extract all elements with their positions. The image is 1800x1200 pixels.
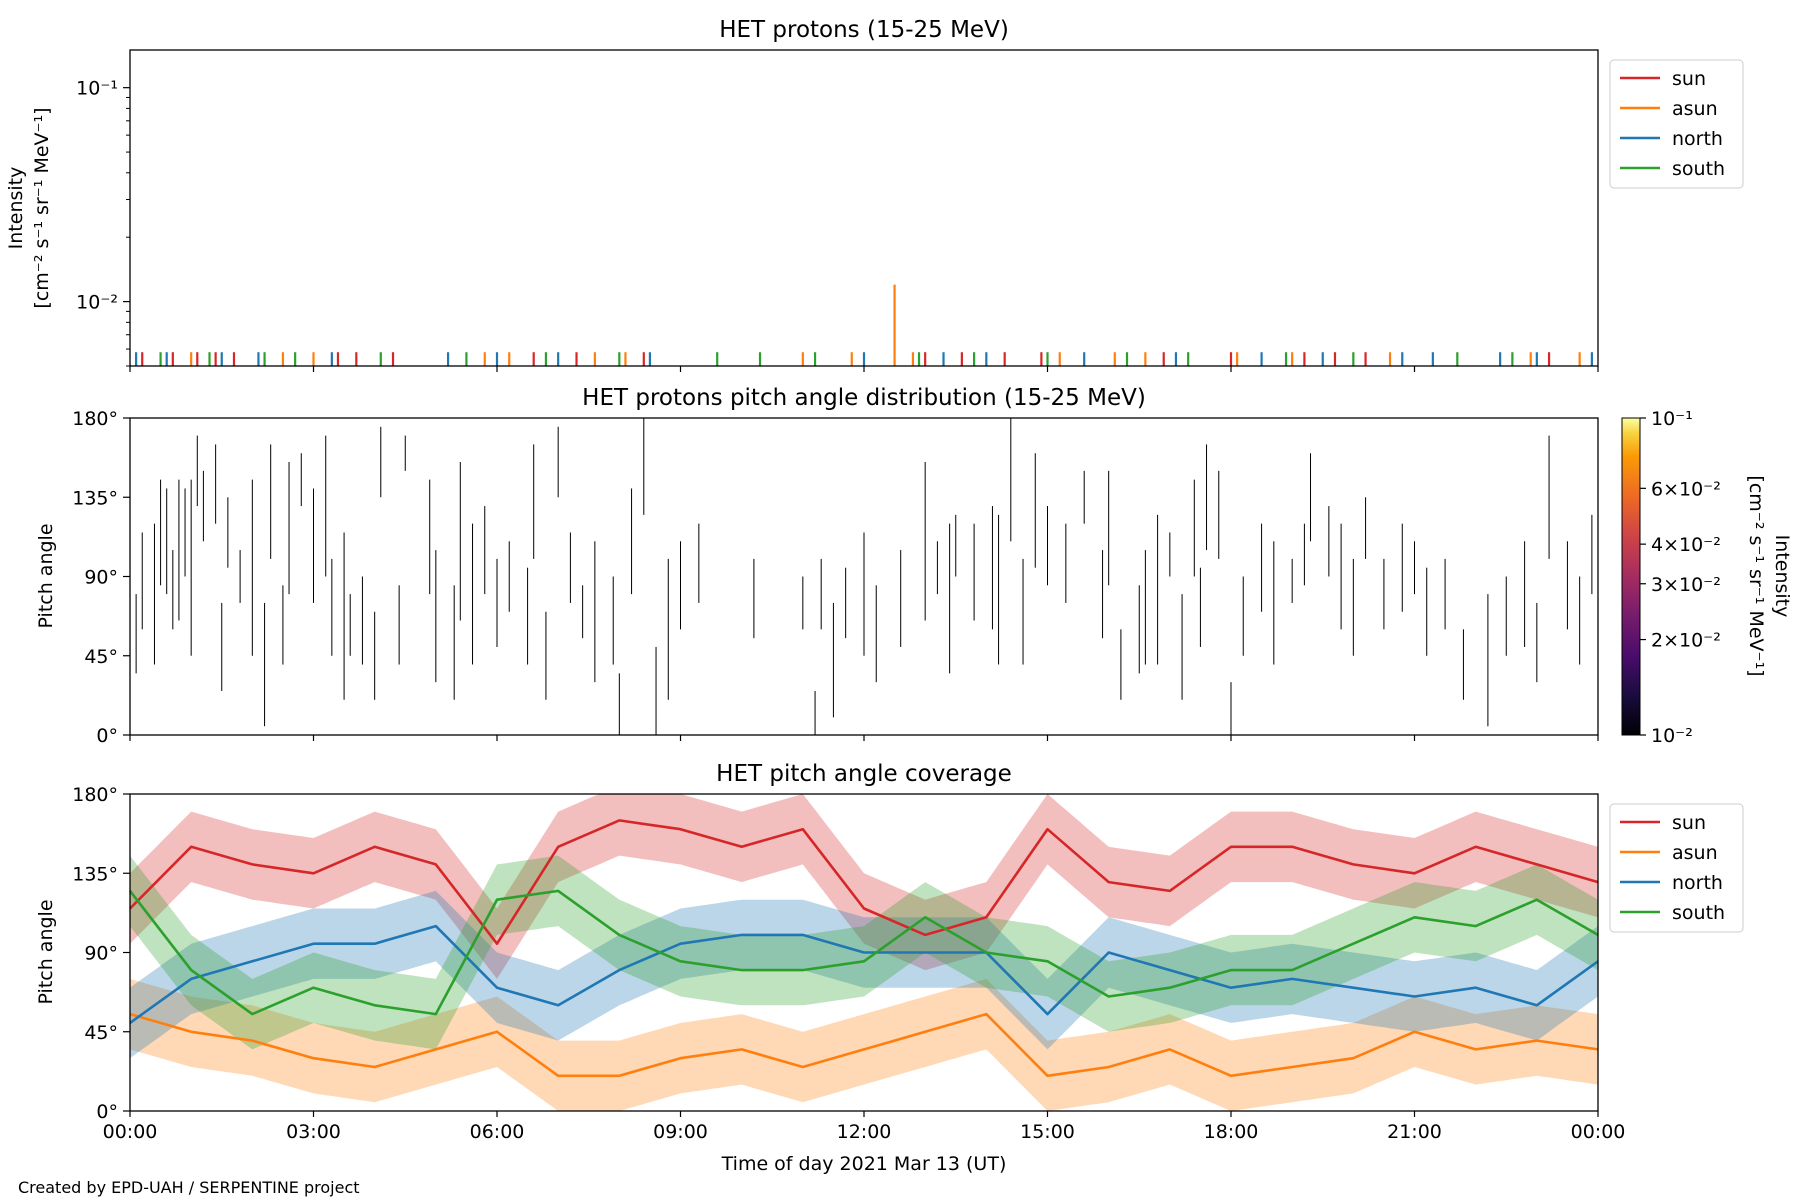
panel3-ytick-label-1: 45° (84, 1022, 118, 1044)
colorbar-tick-label-3: 3×10⁻² (1651, 574, 1721, 596)
colorbar-tick-label-4: 2×10⁻² (1651, 630, 1721, 652)
panel2-ytick-label-0: 0° (96, 725, 118, 747)
panel3-xlabel: Time of day 2021 Mar 13 (UT) (721, 1153, 1007, 1175)
colorbar-tick-label-0: 10⁻¹ (1651, 408, 1693, 430)
panel3-ytick-label-3: 135° (72, 863, 118, 885)
colorbar-tick-label-2: 4×10⁻² (1651, 534, 1721, 556)
panel1-ytick-label-1: 10⁻² (76, 292, 118, 314)
panel3-legend-label-sun: sun (1672, 812, 1706, 834)
credit-text: Created by EPD-UAH / SERPENTINE project (18, 1178, 360, 1197)
panel3-xtick-label-3: 09:00 (653, 1121, 708, 1143)
panel1-legend-label-sun: sun (1672, 68, 1706, 90)
panel3-legend-frame (1609, 803, 1744, 933)
panel3-legend-label-north: north (1672, 872, 1723, 894)
panel2-y-ticks: 0° 45° 90° 135° 180° (72, 408, 130, 747)
panel1-legend-frame (1609, 59, 1744, 189)
panel2-ytick-label-3: 135° (72, 487, 118, 509)
panel3-xtick-label-4: 12:00 (837, 1121, 892, 1143)
panel1-legend-label-asun: asun (1672, 98, 1718, 120)
panel3-y-ticks: 0° 45° 90° 135° 180° (72, 784, 130, 1123)
panel3-legend: sun asun north south (1609, 803, 1744, 933)
colorbar-tick-label-1: 6×10⁻² (1651, 478, 1721, 500)
panel1-ylabel-line1: Intensity (5, 167, 27, 250)
panel3-xtick-label-6: 18:00 (1204, 1121, 1259, 1143)
panel1-plot-area (135, 284, 1593, 366)
panel2-x-ticks (129, 735, 1599, 741)
panel3-ytick-label-0: 0° (96, 1101, 118, 1123)
panel1-y-ticks: 10⁻¹ 10⁻² (76, 78, 130, 367)
colorbar (1621, 417, 1641, 736)
panel3-legend-label-south: south (1672, 902, 1725, 924)
panel3-asun-line (129, 1012, 1599, 1078)
panel1-legend-label-south: south (1672, 158, 1725, 180)
panel1-x-ticks (129, 366, 1599, 372)
panel-pitch-angle-coverage: HET pitch angle coverage 0° 45° 90° 135° 180… (35, 761, 1744, 1175)
panel3-xtick-label-7: 21:00 (1387, 1121, 1442, 1143)
panel2-plot-area (135, 418, 1593, 735)
panel3-south-line (128, 889, 1599, 1016)
panel3-asun-band (130, 978, 1598, 1111)
panel2-ylabel: Pitch angle (35, 523, 57, 628)
panel2-title: HET protons pitch angle distribution (15… (582, 385, 1146, 411)
panel3-plot-area (128, 794, 1599, 1111)
panel-pitch-angle-distribution: HET protons pitch angle distribution (15… (35, 385, 1793, 747)
panel3-xtick-label-8: 00:00 (1571, 1121, 1626, 1143)
panel3-ytick-label-4: 180° (72, 784, 118, 806)
panel3-xtick-label-5: 15:00 (1020, 1121, 1075, 1143)
panel1-legend: sun asun north south (1609, 59, 1744, 189)
panel3-title: HET pitch angle coverage (716, 761, 1012, 787)
panel3-north-band (130, 890, 1598, 1059)
panel1-title: HET protons (15-25 MeV) (719, 17, 1009, 43)
panel2-ytick-label-1: 45° (84, 646, 118, 668)
colorbar-label-line2: [cm⁻² s⁻¹ sr⁻¹ MeV⁻¹] (1745, 475, 1767, 676)
panel3-legend-label-asun: asun (1672, 842, 1718, 864)
panel3-sun-line (129, 819, 1599, 945)
panel3-sun-band (130, 794, 1598, 979)
panel3-xtick-label-0: 00:00 (103, 1121, 158, 1143)
colorbar-tick-label-5: 10⁻² (1651, 725, 1693, 747)
panel2-ytick-label-4: 180° (72, 408, 118, 430)
panel3-xtick-label-2: 06:00 (470, 1121, 525, 1143)
panel3-ytick-label-2: 90° (84, 943, 118, 965)
panel3-x-ticks: 00:00 03:00 06:00 09:00 12:00 15:00 18:00 21:00… (103, 1111, 1626, 1143)
panel3-xtick-label-1: 03:00 (286, 1121, 341, 1143)
panel1-ylabel-line2: [cm⁻² s⁻¹ sr⁻¹ MeV⁻¹] (31, 107, 53, 308)
panel3-ylabel: Pitch angle (35, 899, 57, 1004)
colorbar-label-line1: Intensity (1771, 535, 1793, 618)
panel3-north-line (129, 924, 1599, 1024)
panel1-legend-label-north: north (1672, 128, 1723, 150)
panel1-ytick-label-0: 10⁻¹ (76, 78, 118, 100)
colorbar-ticks: 10⁻¹ 6×10⁻² 4×10⁻² 3×10⁻² 2×10⁻² 10⁻² (1640, 408, 1721, 747)
panel-intensity: HET protons (15-25 MeV) 10⁻¹ 10⁻² Intensi… (5, 17, 1744, 372)
panel2-ytick-label-2: 90° (84, 567, 118, 589)
